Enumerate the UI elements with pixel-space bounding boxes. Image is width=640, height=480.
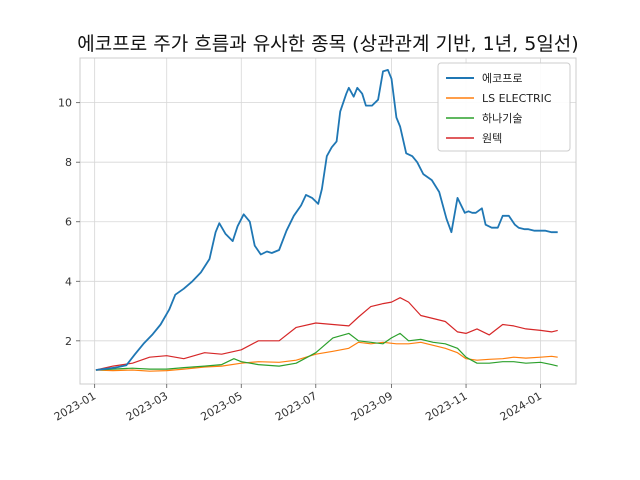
- legend-label-3: 원텍: [482, 132, 502, 145]
- legend-label-1: LS ELECTRIC: [482, 92, 552, 105]
- series-line-0: [95, 69, 558, 371]
- plot-frame: [79, 57, 577, 385]
- y-tick-label: 4: [65, 275, 72, 288]
- chart-title: 에코프로 주가 흐름과 유사한 종목 (상관관계 기반, 1년, 5일선): [77, 33, 578, 55]
- y-axis: 2 4 6 8 10: [58, 97, 80, 348]
- series-line-3: [95, 297, 558, 371]
- series-line-2: [95, 332, 558, 371]
- series-lines: [95, 69, 558, 372]
- legend-label-2: 하나기술: [482, 111, 522, 125]
- legend-label-0: 에코프로: [482, 72, 522, 85]
- y-tick-label: 2: [65, 335, 72, 348]
- y-tick-label: 10: [58, 97, 72, 110]
- legend-box: [437, 62, 571, 152]
- y-tick-label: 8: [65, 156, 72, 169]
- series-line-1: [95, 341, 558, 372]
- y-tick-label: 6: [65, 216, 72, 229]
